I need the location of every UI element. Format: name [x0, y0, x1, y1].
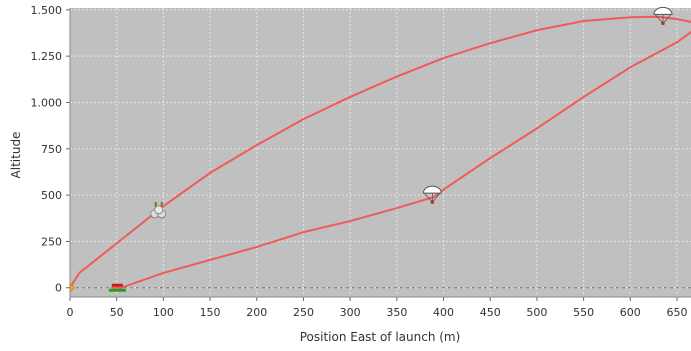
x-tick-label: 200 — [246, 306, 267, 319]
y-tick-label: 750 — [41, 143, 62, 156]
y-tick-label: 0 — [55, 282, 62, 295]
x-tick-label: 150 — [200, 306, 221, 319]
x-tick-label: 350 — [386, 306, 407, 319]
x-tick-label: 50 — [110, 306, 124, 319]
y-tick-label: 250 — [41, 235, 62, 248]
burnout-flame-icon — [161, 202, 163, 207]
y-tick-label: 1.500 — [31, 4, 63, 17]
landing-ground-icon — [109, 289, 126, 292]
x-axis-title: Position East of launch (m) — [300, 330, 461, 344]
y-axis-title: Altitude — [9, 132, 23, 179]
landing-flag-icon — [112, 284, 123, 287]
x-tick-label: 300 — [340, 306, 361, 319]
x-tick-label: 650 — [666, 306, 687, 319]
y-tick-label: 500 — [41, 189, 62, 202]
x-tick-label: 600 — [620, 306, 641, 319]
parachute-payload-icon — [431, 200, 435, 204]
x-tick-label: 100 — [153, 306, 174, 319]
burnout-flame-icon — [155, 202, 157, 207]
y-tick-label: 1.000 — [31, 96, 63, 109]
x-tick-label: 250 — [293, 306, 314, 319]
parachute-payload-icon — [661, 22, 665, 26]
x-tick-label: 450 — [480, 306, 501, 319]
x-tick-label: 0 — [67, 306, 74, 319]
x-tick-label: 400 — [433, 306, 454, 319]
cloud-puff-icon — [155, 206, 163, 214]
x-tick-label: 550 — [573, 306, 594, 319]
x-tick-label: 500 — [526, 306, 547, 319]
y-tick-label: 1.250 — [31, 50, 63, 63]
